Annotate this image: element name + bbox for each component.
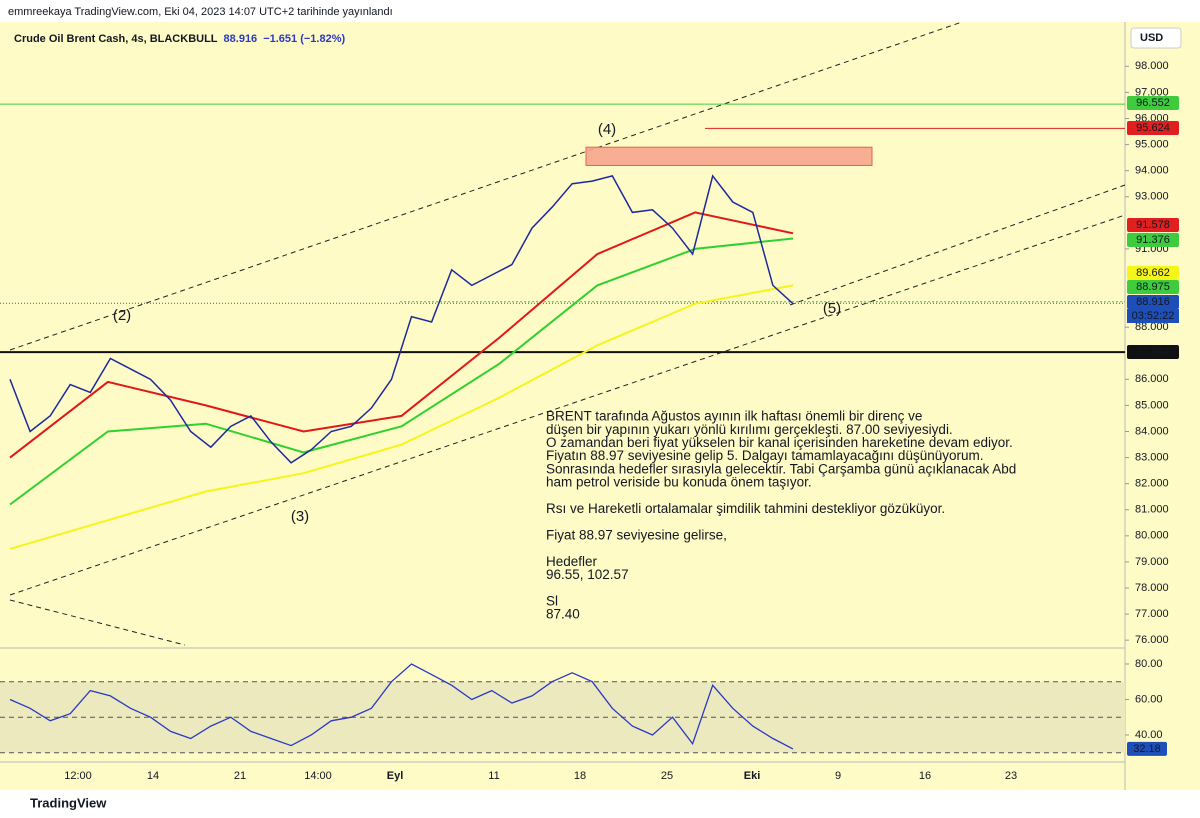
wave-label: (2) xyxy=(113,307,131,324)
rsi-tick-label: 60.00 xyxy=(1135,693,1163,705)
price-tick-label: 76.000 xyxy=(1135,634,1169,646)
price-tag-label: 88.975 xyxy=(1136,281,1170,293)
time-label: 14 xyxy=(147,770,159,782)
price-tag xyxy=(1127,295,1179,309)
price-tick-label: 97.000 xyxy=(1135,86,1169,98)
price-tick-label: 80.000 xyxy=(1135,530,1169,542)
countdown: 03:52:22 xyxy=(1132,310,1175,322)
rsi-tick-label: 40.00 xyxy=(1135,729,1163,741)
wave-label: (5) xyxy=(823,300,841,317)
currency-box[interactable] xyxy=(1130,27,1182,49)
price-tag-label: 87.044 xyxy=(1136,346,1170,358)
price-tag xyxy=(1127,121,1179,135)
top-bar xyxy=(0,0,1200,22)
note-line: Fiyat 88.97 seviyesine gelirse, xyxy=(546,527,727,542)
price-tag-label: 88.916 xyxy=(1136,296,1170,308)
moving-average xyxy=(9,284,794,550)
price-tag-label: 91.376 xyxy=(1136,234,1170,246)
note-line: Fiyatın 88.97 seviyesine gelip 5. Dalgay… xyxy=(546,448,983,463)
rsi-tick-label: 80.00 xyxy=(1135,658,1163,670)
price-tag xyxy=(1127,280,1179,294)
price-tick-label: 88.000 xyxy=(1135,321,1169,333)
symbol: Crude Oil Brent Cash, 4s, BLACKBULL 88.91… xyxy=(14,33,345,45)
price-tick-label: 77.000 xyxy=(1135,608,1169,620)
wave-label: (3) xyxy=(291,508,309,525)
price-tag-label: 91.578 xyxy=(1136,219,1170,231)
price-tick-label: 86.000 xyxy=(1135,373,1169,385)
moving-average xyxy=(9,211,794,459)
time-label: 21 xyxy=(234,770,246,782)
time-label: 18 xyxy=(574,770,586,782)
price-tick-label: 82.000 xyxy=(1135,478,1169,490)
rsi-tag xyxy=(1127,741,1167,756)
countdown-bg xyxy=(1127,309,1179,323)
price-tick-label: 93.000 xyxy=(1135,191,1169,203)
footer-logo: TradingView xyxy=(30,795,107,810)
rsi-line xyxy=(9,663,794,750)
time-label: 11 xyxy=(488,770,499,782)
note-line: ham petrol veriside bu konuda önem taşıy… xyxy=(546,475,812,490)
last-price: 88.916 xyxy=(224,33,258,45)
note-line: 96.55, 102.57 xyxy=(546,567,629,582)
time-label: 16 xyxy=(919,770,931,782)
price-tick-label: 81.000 xyxy=(1135,504,1169,516)
price-tick-label: 85.000 xyxy=(1135,399,1169,411)
price-tag xyxy=(1127,266,1179,280)
price-change: −1.651 (−1.82%) xyxy=(263,33,345,45)
price-tag xyxy=(1127,345,1179,359)
currency[interactable]: USD xyxy=(1140,32,1163,44)
time-label: Eyl xyxy=(387,770,404,782)
price-tag-label: 96.552 xyxy=(1136,97,1170,109)
time-label: Eki xyxy=(744,770,761,782)
note-line: O zamandan beri fiyat yükselen bir kanal… xyxy=(546,435,1013,450)
time-label: 14:00 xyxy=(304,770,332,782)
note-line: Sonrasında hedefler sırasıyla gelecektir… xyxy=(546,461,1016,476)
note-line: Hedefler xyxy=(546,554,598,569)
price-tick-label: 78.000 xyxy=(1135,582,1169,594)
price-tag-label: 89.662 xyxy=(1136,267,1170,279)
price-tick-label: 84.000 xyxy=(1135,425,1169,437)
price-tag-label: 95.624 xyxy=(1136,122,1170,134)
note-line: Sl xyxy=(546,593,558,608)
price-tick-label: 98.000 xyxy=(1135,60,1169,72)
price-tick-label: 95.000 xyxy=(1135,138,1169,150)
symbol-name: Crude Oil Brent Cash, 4s, BLACKBULL xyxy=(14,33,218,45)
note-line: BRENT tarafında Ağustos ayının ilk hafta… xyxy=(546,409,922,424)
price-tick-label: 94.000 xyxy=(1135,165,1169,177)
note-line: 87.40 xyxy=(546,607,580,622)
price-tick-label: 79.000 xyxy=(1135,556,1169,568)
bottom-bar xyxy=(0,790,1200,818)
moving-average xyxy=(9,237,794,506)
channel-lines xyxy=(9,21,1126,646)
rsi-tag-label: 32.18 xyxy=(1133,743,1161,755)
note-line: düşen bir yapının yukarı yönlü kırılımı … xyxy=(546,422,953,437)
resistance-zone xyxy=(585,146,873,166)
note-line: Rsı ve Hareketli ortalamalar şimdilik ta… xyxy=(546,501,945,516)
price-line xyxy=(9,174,794,464)
price-tag xyxy=(1127,96,1179,110)
time-label: 12:00 xyxy=(64,770,92,782)
price-tag xyxy=(1127,218,1179,232)
time-label: 9 xyxy=(835,770,841,782)
wave-label: (4) xyxy=(598,121,616,138)
price-tag xyxy=(1127,233,1179,247)
time-label: 25 xyxy=(661,770,673,782)
publisher: emmreekaya TradingView.com, Eki 04, 2023… xyxy=(8,6,393,18)
time-label: 23 xyxy=(1005,770,1017,782)
price-tick-label: 83.000 xyxy=(1135,451,1169,463)
